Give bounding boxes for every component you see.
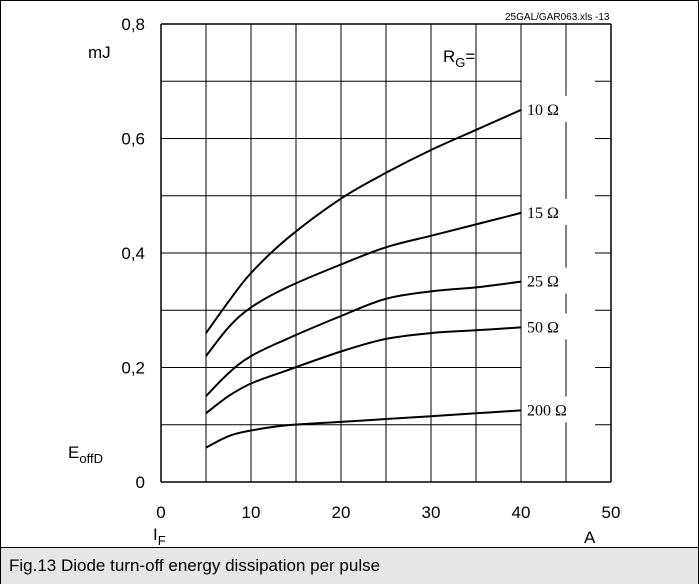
- series-label-3: 50 Ω: [527, 319, 559, 336]
- x-tick-label: 10: [242, 503, 261, 522]
- curves: [205, 108, 522, 449]
- series-label-mask: [523, 313, 593, 340]
- caption-bar: Fig.13 Diode turn-off energy dissipation…: [1, 547, 698, 584]
- x-axis-label: IF: [153, 525, 166, 548]
- file-tag: 25GAL/GAR063.xls -13: [505, 12, 610, 23]
- series-label-0: 10 Ω: [527, 102, 559, 119]
- x-tick-label: 30: [422, 503, 441, 522]
- x-tick-labels: 0 10 20 30 40 50: [156, 503, 620, 522]
- grid: [160, 23, 612, 483]
- y-tick-label: 0,6: [121, 130, 145, 149]
- y-axis-label: EoffD: [68, 443, 103, 466]
- y-tick-label: 0,2: [121, 359, 145, 378]
- series-line-4: [205, 409, 522, 449]
- series-line-1: [205, 211, 522, 357]
- series-line-0: [205, 108, 522, 334]
- y-unit-label: mJ: [88, 43, 111, 62]
- series-label-mask: [523, 396, 593, 423]
- series-label-mask: [523, 198, 593, 225]
- y-tick-labels: 0 0,2 0,4 0,6 0,8: [121, 15, 145, 492]
- series-labels: 10 Ω 15 Ω 25 Ω 50 Ω 200 Ω: [527, 102, 567, 420]
- series-line-3: [205, 326, 522, 415]
- x-unit-label: A: [584, 528, 596, 547]
- series-label-4: 200 Ω: [527, 402, 567, 419]
- series-line-2: [205, 280, 522, 397]
- y-tick-label: 0,4: [121, 244, 145, 263]
- x-tick-label: 50: [602, 503, 621, 522]
- legend-title: RG=: [443, 47, 475, 70]
- figure-caption: Fig.13 Diode turn-off energy dissipation…: [9, 556, 381, 575]
- series-label-1: 15 Ω: [527, 205, 559, 222]
- series-label-2: 25 Ω: [527, 274, 559, 291]
- x-tick-label: 40: [512, 503, 531, 522]
- series-label-mask: [523, 267, 593, 294]
- y-tick-label: 0,8: [121, 15, 145, 34]
- x-tick-label: 20: [332, 503, 351, 522]
- y-tick-label: 0: [136, 473, 145, 492]
- series-label-mask: [523, 95, 593, 122]
- x-tick-label: 0: [156, 503, 165, 522]
